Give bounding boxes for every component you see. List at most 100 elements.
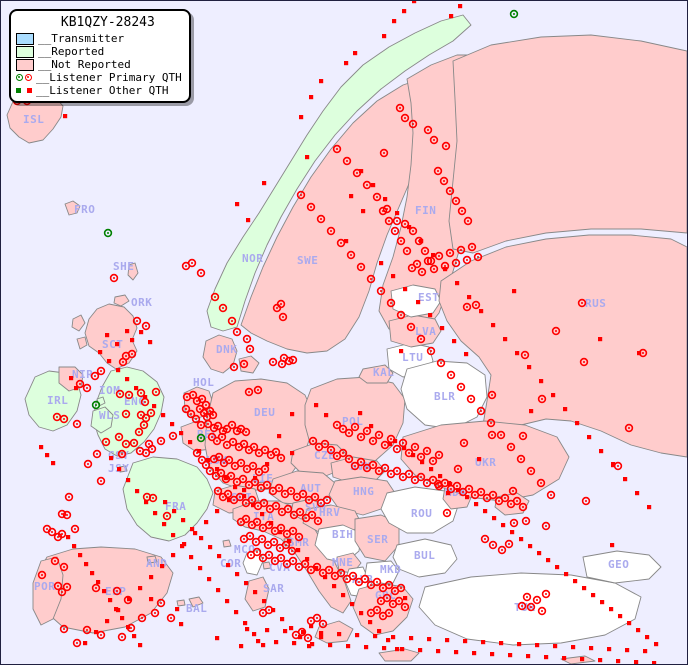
listener-primary-qth-marker[interactable] — [541, 521, 551, 531]
listener-primary-qth-marker[interactable] — [445, 186, 455, 196]
listener-primary-qth-marker[interactable] — [316, 214, 326, 224]
listener-other-qth-marker[interactable] — [448, 482, 453, 487]
listener-other-qth-marker[interactable] — [395, 647, 400, 652]
listener-other-qth-marker[interactable] — [517, 642, 522, 647]
listener-primary-qth-marker[interactable] — [390, 226, 400, 236]
listener-other-qth-marker[interactable] — [393, 439, 398, 444]
listener-primary-qth-marker[interactable] — [83, 459, 93, 469]
listener-primary-qth-marker[interactable] — [141, 448, 151, 458]
listener-other-qth-marker[interactable] — [402, 446, 407, 451]
listener-other-qth-marker[interactable] — [116, 608, 121, 613]
listener-primary-qth-marker[interactable] — [244, 387, 254, 397]
listener-other-qth-marker[interactable] — [115, 342, 120, 347]
listener-other-qth-marker[interactable] — [296, 548, 301, 553]
listener-primary-qth-marker[interactable] — [295, 507, 305, 517]
listener-primary-qth-marker[interactable] — [136, 388, 146, 398]
listener-other-qth-marker[interactable] — [654, 642, 659, 647]
listener-primary-qth-marker[interactable] — [434, 251, 444, 261]
listener-other-qth-marker[interactable] — [344, 239, 349, 244]
listener-other-qth-marker[interactable] — [464, 352, 469, 357]
listener-primary-qth-marker[interactable] — [300, 559, 310, 569]
listener-other-qth-marker[interactable] — [309, 95, 314, 100]
listener-other-qth-marker[interactable] — [591, 593, 596, 598]
listener-primary-qth-marker[interactable] — [417, 267, 427, 277]
listener-primary-qth-marker[interactable] — [348, 571, 358, 581]
listener-other-qth-marker[interactable] — [226, 563, 231, 568]
listener-primary-qth-marker[interactable] — [416, 334, 426, 344]
listener-primary-qth-marker[interactable] — [392, 444, 402, 454]
listener-other-qth-marker[interactable] — [467, 295, 472, 300]
listener-primary-qth-marker[interactable] — [400, 602, 410, 612]
listener-other-qth-marker[interactable] — [324, 413, 329, 418]
listener-primary-qth-marker[interactable] — [75, 379, 85, 389]
listener-primary-qth-marker[interactable] — [441, 141, 451, 151]
listener-other-qth-marker[interactable] — [382, 34, 387, 39]
listener-other-qth-marker[interactable] — [440, 326, 445, 331]
listener-primary-qth-marker[interactable] — [132, 316, 142, 326]
listener-other-qth-marker[interactable] — [636, 628, 641, 633]
listener-other-qth-marker[interactable] — [216, 588, 221, 593]
listener-other-qth-marker[interactable] — [403, 596, 408, 601]
listener-primary-qth-marker[interactable] — [101, 437, 111, 447]
listener-primary-qth-marker[interactable] — [613, 461, 623, 471]
listener-primary-qth-marker[interactable] — [57, 509, 67, 519]
listener-primary-qth-marker[interactable] — [526, 602, 536, 612]
listener-other-qth-marker[interactable] — [161, 413, 166, 418]
listener-primary-qth-marker[interactable] — [518, 502, 528, 512]
listener-primary-qth-marker[interactable] — [166, 613, 176, 623]
listener-primary-qth-marker[interactable] — [288, 355, 298, 365]
listener-other-qth-marker[interactable] — [618, 614, 623, 619]
listener-other-qth-marker[interactable] — [188, 440, 193, 445]
listener-primary-qth-marker[interactable] — [408, 226, 418, 236]
listener-primary-qth-marker[interactable] — [471, 300, 481, 310]
listener-other-qth-marker[interactable] — [647, 505, 652, 510]
listener-other-qth-marker[interactable] — [627, 621, 632, 626]
listener-primary-qth-marker[interactable] — [638, 348, 648, 358]
listener-other-qth-marker[interactable] — [551, 393, 556, 398]
listener-primary-qth-marker[interactable] — [203, 419, 213, 429]
listener-other-qth-marker[interactable] — [66, 535, 71, 540]
listener-other-qth-marker[interactable] — [108, 598, 113, 603]
listener-primary-qth-marker[interactable] — [581, 496, 591, 506]
listener-primary-qth-marker[interactable] — [239, 359, 249, 369]
listener-other-qth-marker[interactable] — [96, 580, 101, 585]
listener-other-qth-marker[interactable] — [105, 333, 110, 338]
listener-other-qth-marker[interactable] — [319, 631, 324, 636]
listener-primary-qth-marker[interactable] — [114, 432, 124, 442]
listener-primary-qth-marker[interactable] — [451, 258, 461, 268]
listener-primary-qth-marker[interactable] — [57, 587, 67, 597]
listener-primary-qth-marker[interactable] — [241, 514, 251, 524]
listener-other-qth-marker[interactable] — [562, 656, 567, 661]
listener-other-qth-marker[interactable] — [371, 183, 376, 188]
listener-primary-qth-marker[interactable] — [410, 442, 420, 452]
listener-primary-qth-marker[interactable] — [324, 565, 334, 575]
listener-primary-qth-marker[interactable] — [336, 238, 346, 248]
listener-primary-qth-marker[interactable] — [338, 424, 348, 434]
listener-primary-qth-marker[interactable] — [368, 460, 378, 470]
listener-other-qth-marker[interactable] — [600, 600, 605, 605]
listener-primary-qth-marker[interactable] — [137, 613, 147, 623]
listener-other-qth-marker[interactable] — [587, 435, 592, 440]
listener-primary-qth-marker[interactable] — [326, 445, 336, 455]
listener-primary-qth-marker[interactable] — [278, 312, 288, 322]
listener-primary-qth-marker[interactable] — [521, 516, 531, 526]
listener-primary-qth-marker[interactable] — [404, 448, 414, 458]
listener-primary-qth-marker[interactable] — [518, 431, 528, 441]
listener-primary-qth-marker[interactable] — [298, 489, 308, 499]
listener-other-qth-marker[interactable] — [420, 460, 425, 465]
listener-other-qth-marker[interactable] — [265, 462, 270, 467]
listener-other-qth-marker[interactable] — [310, 642, 315, 647]
listener-primary-qth-marker[interactable] — [392, 466, 402, 476]
listener-other-qth-marker[interactable] — [172, 509, 177, 514]
listener-primary-qth-marker[interactable] — [117, 632, 127, 642]
listener-other-qth-marker[interactable] — [465, 495, 470, 500]
listener-primary-qth-marker[interactable] — [380, 463, 390, 473]
listener-primary-qth-marker[interactable] — [346, 250, 356, 260]
listener-primary-qth-marker[interactable] — [360, 574, 370, 584]
listener-primary-qth-marker[interactable] — [374, 430, 384, 440]
listener-primary-qth-marker[interactable] — [201, 460, 211, 470]
listener-other-qth-marker[interactable] — [45, 453, 50, 458]
listener-other-qth-marker[interactable] — [610, 543, 615, 548]
listener-other-qth-marker[interactable] — [353, 51, 358, 56]
listener-primary-qth-marker[interactable] — [362, 180, 372, 190]
